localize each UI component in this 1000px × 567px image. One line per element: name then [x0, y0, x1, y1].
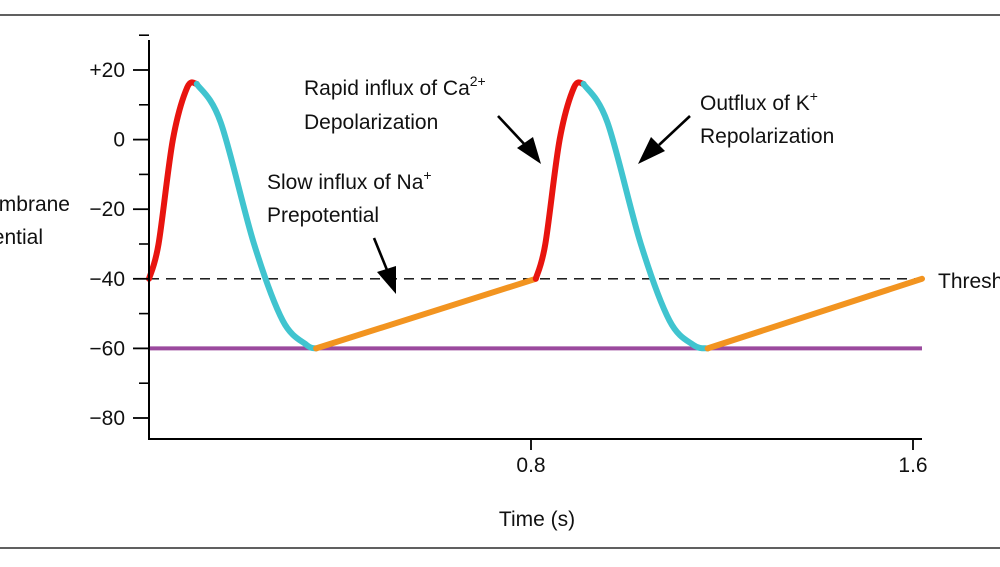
reference-lines — [149, 278, 922, 351]
annotation-depolarization-line2: Depolarization — [304, 111, 438, 134]
arrow-repolarization — [638, 115, 691, 164]
annotation-prepotential-superscript: + — [423, 167, 431, 183]
y-tick-label: 0 — [113, 129, 125, 152]
threshold-label: Threshold — [938, 270, 1000, 293]
arrow-prepotential — [372, 237, 396, 294]
series-line-depolarization-1 — [146, 79, 200, 282]
y-tick-label: −60 — [89, 337, 125, 360]
axes-group: +20 0 −20 −40 −60 −80 0.8 1.6 — [89, 34, 928, 477]
x-tick-label: 1.6 — [898, 454, 927, 477]
x-tick-label: 0.8 — [516, 454, 545, 477]
y-tick-label: −80 — [89, 407, 125, 430]
series-line-repolarization-2 — [580, 80, 711, 352]
annotation-depolarization-superscript: 2+ — [470, 73, 486, 89]
annotation-prepotential-line1: Slow influx of Na+ — [267, 167, 432, 194]
annotation-arrows — [372, 115, 691, 294]
series-line-prepotential-1 — [313, 275, 539, 352]
annotation-repolarization-line2: Repolarization — [700, 125, 834, 148]
annotation-depolarization-line1: Rapid influx of Ca2+ — [304, 73, 486, 100]
annotation-repolarization-line1: Outflux of K+ — [700, 88, 818, 115]
y-tick-label: +20 — [89, 59, 125, 82]
series-line-prepotential-2 — [704, 275, 925, 352]
annotation-prepotential-line2: Prepotential — [267, 204, 379, 227]
y-tick-label: −40 — [89, 268, 125, 291]
series-line-repolarization-1 — [193, 80, 320, 352]
annotation-repolarization-superscript: + — [810, 88, 818, 104]
annotation-depolarization-text: Rapid influx of Ca — [304, 77, 470, 100]
y-axis-title-line2: potential — [0, 226, 43, 249]
y-tick-label: −20 — [89, 198, 125, 221]
annotation-repolarization-text: Outflux of K — [700, 92, 810, 115]
arrow-depolarization — [497, 115, 541, 164]
series-line-depolarization-2 — [532, 79, 587, 282]
annotation-prepotential-text: Slow influx of Na — [267, 171, 424, 194]
x-axis-title: Time (s) — [499, 508, 575, 531]
series-group — [146, 79, 925, 352]
y-axis-title-line1: Membrane — [0, 193, 70, 216]
